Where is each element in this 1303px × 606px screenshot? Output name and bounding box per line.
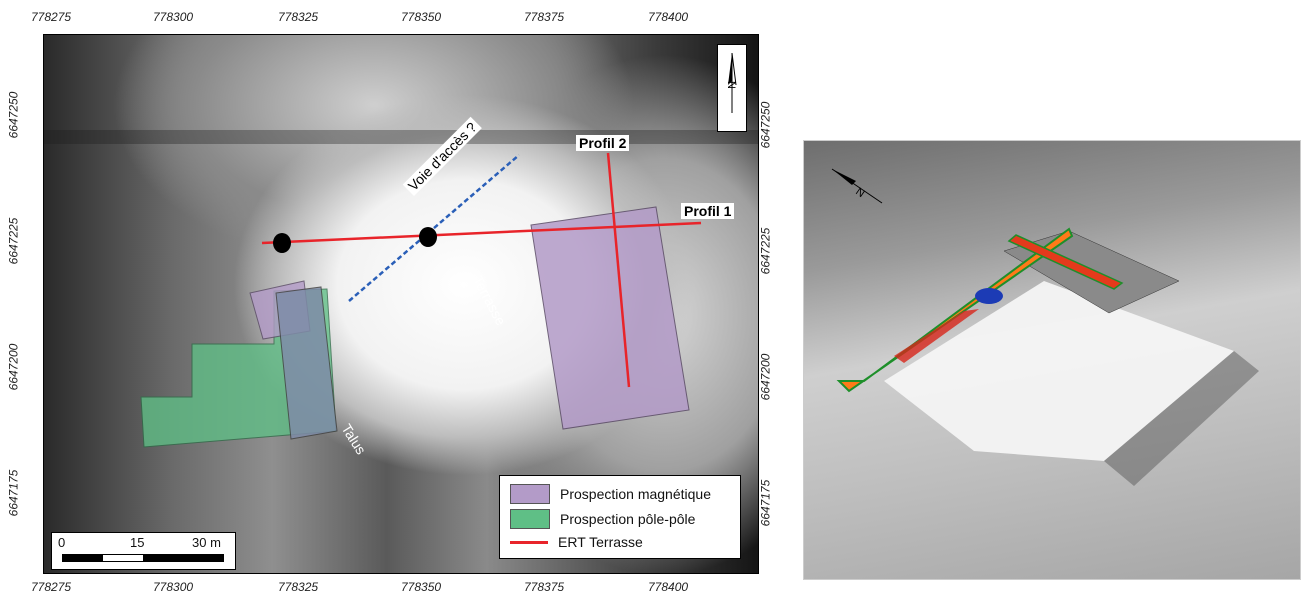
scale-label-0: 0 bbox=[58, 535, 66, 550]
profil-2-line bbox=[606, 152, 631, 388]
x-tick-bottom: 778275 bbox=[31, 580, 72, 594]
x-tick-top: 778300 bbox=[153, 10, 194, 24]
legend-item-pole-pole: Prospection pôle-pôle bbox=[510, 509, 695, 529]
3d-view-graphic bbox=[831, 168, 1259, 486]
x-tick-top: 778325 bbox=[278, 10, 319, 24]
terrace-surface bbox=[884, 281, 1234, 461]
profil-1-label: Profil 1 bbox=[681, 203, 735, 219]
x-tick-bottom: 778350 bbox=[401, 580, 442, 594]
legend-swatch-pole-pole bbox=[510, 509, 550, 529]
y-tick-right: 6647225 bbox=[758, 227, 773, 275]
magnetic-area-large bbox=[530, 206, 690, 430]
x-tick-bottom: 778325 bbox=[278, 580, 319, 594]
x-tick-top: 778275 bbox=[31, 10, 72, 24]
map-legend: Prospection magnétique Prospection pôle-… bbox=[499, 475, 741, 559]
north-label: N bbox=[724, 81, 737, 89]
legend-label: ERT Terrasse bbox=[558, 534, 643, 550]
y-tick-left: 6647175 bbox=[6, 469, 21, 517]
profil-2-label: Profil 2 bbox=[576, 135, 630, 151]
north-arrow-icon bbox=[728, 52, 737, 113]
terrain-band bbox=[44, 130, 758, 144]
x-tick-bottom: 778375 bbox=[524, 580, 565, 594]
scale-label-30: 30 m bbox=[192, 535, 221, 550]
marker-dot bbox=[273, 233, 291, 253]
3d-terrain-view: N bbox=[803, 140, 1301, 580]
y-tick-left: 6647250 bbox=[6, 91, 21, 139]
legend-label: Prospection pôle-pôle bbox=[560, 511, 696, 527]
x-tick-top: 778400 bbox=[648, 10, 689, 24]
overlap-area bbox=[275, 286, 338, 440]
legend-swatch-magnetic bbox=[510, 484, 550, 504]
y-tick-left: 6647200 bbox=[6, 343, 21, 391]
scale-bar-box: 0 15 30 m bbox=[51, 532, 236, 570]
y-tick-right: 6647250 bbox=[758, 101, 773, 149]
access-path-line bbox=[348, 154, 520, 302]
x-tick-bottom: 778300 bbox=[153, 580, 194, 594]
ert-high-zone bbox=[894, 309, 979, 363]
x-tick-top: 778375 bbox=[524, 10, 565, 24]
marker-dot bbox=[419, 227, 437, 247]
y-tick-right: 6647200 bbox=[758, 353, 773, 401]
ert-profile-2-3d bbox=[1007, 234, 1124, 290]
legend-label: Prospection magnétique bbox=[560, 486, 711, 502]
scale-bar bbox=[62, 554, 224, 562]
north-arrow-box: N bbox=[717, 44, 747, 132]
3d-north-arrow-icon bbox=[831, 168, 883, 204]
ert-profile-1-3d bbox=[836, 227, 1074, 393]
legend-line-ert bbox=[510, 540, 548, 544]
scale-label-15: 15 bbox=[130, 535, 145, 550]
x-tick-bottom: 778400 bbox=[648, 580, 689, 594]
ert-low-zone bbox=[975, 288, 1003, 304]
x-tick-top: 778350 bbox=[401, 10, 442, 24]
legend-item-ert: ERT Terrasse bbox=[510, 534, 643, 550]
y-tick-right: 6647175 bbox=[758, 479, 773, 527]
profil-1-line bbox=[261, 221, 702, 245]
legend-item-magnetic: Prospection magnétique bbox=[510, 484, 711, 504]
terrain-map: N Voie d'accès ? Terrasse Talus Profil 1… bbox=[43, 34, 759, 574]
terrace-shadow bbox=[1104, 351, 1259, 486]
y-tick-left: 6647225 bbox=[6, 217, 21, 265]
